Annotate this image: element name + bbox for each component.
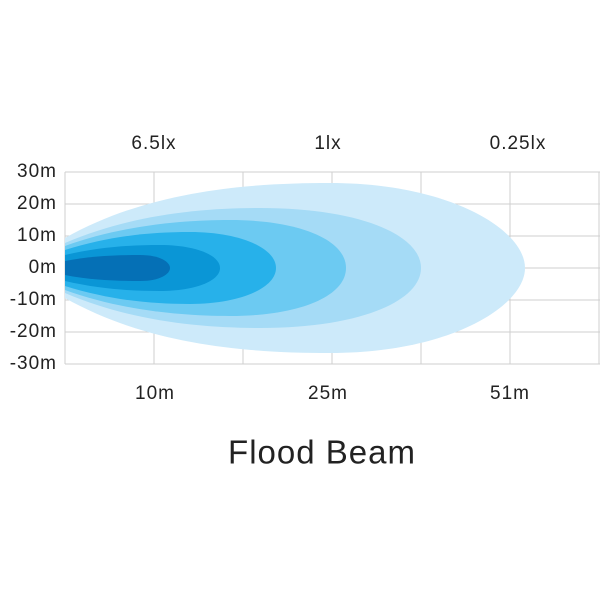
y-label: 30m [17,161,57,182]
y-label: 0m [29,257,57,278]
lux-label: 0.25lx [490,133,547,154]
title: Flood Beam [228,434,416,471]
lux-labels: 6.5lx 1lx 0.25lx [131,133,547,154]
beam-zones [65,183,525,353]
distance-label: 51m [490,383,530,404]
y-axis-labels: 30m 20m 10m 0m -10m -20m -30m [10,161,57,374]
beam-zone [65,255,170,281]
y-label: 10m [17,225,57,246]
y-label: -30m [10,353,57,374]
y-label: -10m [10,289,57,310]
y-label: -20m [10,321,57,342]
distance-label: 25m [308,383,348,404]
distance-label: 10m [135,383,175,404]
y-label: 20m [17,193,57,214]
lux-label: 6.5lx [131,133,176,154]
distance-labels: 10m 25m 51m [135,383,530,404]
lux-label: 1lx [314,133,341,154]
